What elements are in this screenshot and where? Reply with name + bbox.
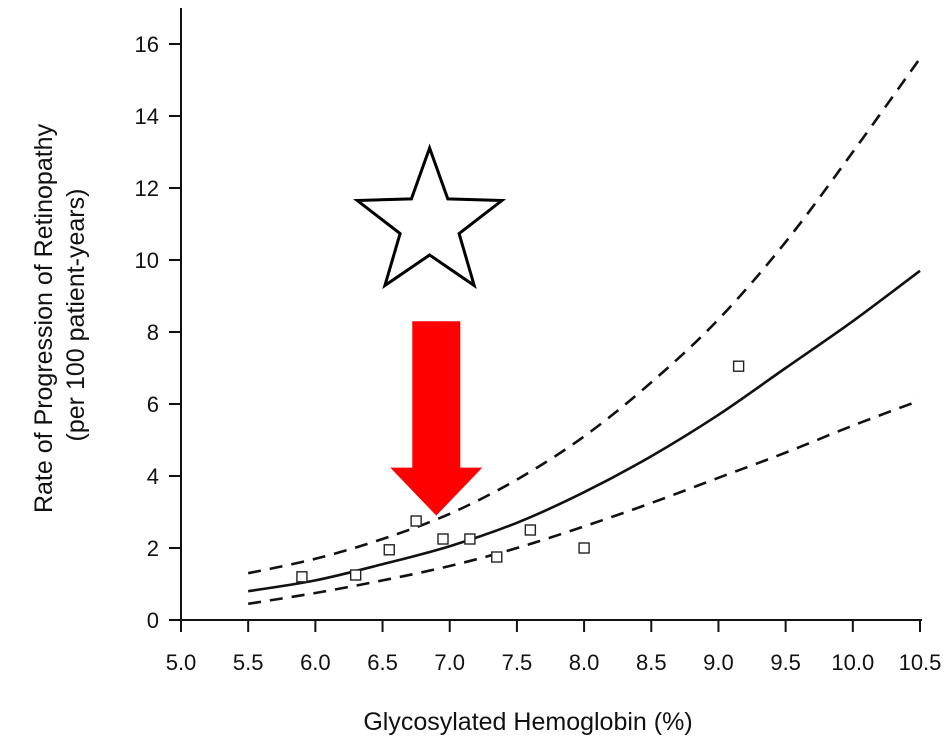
ticks-layer: 0 2 4 6 8 10 12 14 16 5.0 5.5 6.0 6.5 7.0 7.5 8.0 8.5 9.0… [135, 32, 942, 675]
data-point-marker [349, 569, 362, 581]
x-tick-label: 7.0 [434, 650, 465, 675]
y-tick-label: 16 [135, 32, 159, 57]
y-tick-label: 8 [147, 320, 159, 345]
star-annotation-icon [353, 143, 507, 290]
x-axis-title: Glycosylated Hemoglobin (%) [363, 708, 692, 736]
data-point-marker [464, 533, 476, 545]
x-tick-label: 9.0 [703, 650, 734, 675]
x-tick-label: 6.5 [367, 650, 398, 675]
data-point-marker [732, 360, 745, 372]
axes-layer [180, 8, 922, 621]
data-point-marker [410, 515, 422, 527]
y-tick-label: 4 [147, 464, 159, 489]
x-tick-label: 7.5 [502, 650, 533, 675]
y-axis-title-line-2: (per 100 patient-years) [62, 189, 90, 442]
red-down-arrow-icon [390, 321, 483, 516]
y-axis-title: Rate of Progression of Retinopathy (per … [30, 117, 90, 513]
y-tick-label: 12 [135, 176, 159, 201]
x-tick-label: 6.0 [300, 650, 331, 675]
x-tick-label: 5.0 [166, 650, 197, 675]
x-tick-label: 8.5 [636, 650, 667, 675]
y-axis-title-line-1: Rate of Progression of Retinopathy [30, 123, 58, 513]
confidence-bound-line [247, 399, 921, 606]
data-point-marker [524, 524, 537, 536]
y-tick-label: 2 [147, 536, 159, 561]
y-tick-label: 10 [135, 248, 159, 273]
x-tick-label: 5.5 [233, 650, 264, 675]
x-tick-label: 8.0 [569, 650, 600, 675]
data-point-marker [296, 571, 308, 583]
y-tick-label: 14 [135, 104, 159, 129]
points-layer [296, 360, 745, 583]
fitted-curve-line [247, 269, 921, 593]
data-point-marker [437, 533, 449, 545]
data-point-marker [491, 551, 503, 563]
x-tick-label: 10.5 [899, 650, 942, 675]
data-point-marker [578, 542, 590, 554]
curves-layer [247, 57, 922, 606]
x-tick-label: 9.5 [770, 650, 801, 675]
y-tick-label: 0 [147, 608, 159, 633]
y-tick-label: 6 [147, 392, 159, 417]
confidence-bound-line [247, 57, 922, 575]
data-point-marker [383, 544, 395, 556]
x-tick-label: 10.0 [831, 650, 874, 675]
annotations-layer [353, 143, 507, 516]
